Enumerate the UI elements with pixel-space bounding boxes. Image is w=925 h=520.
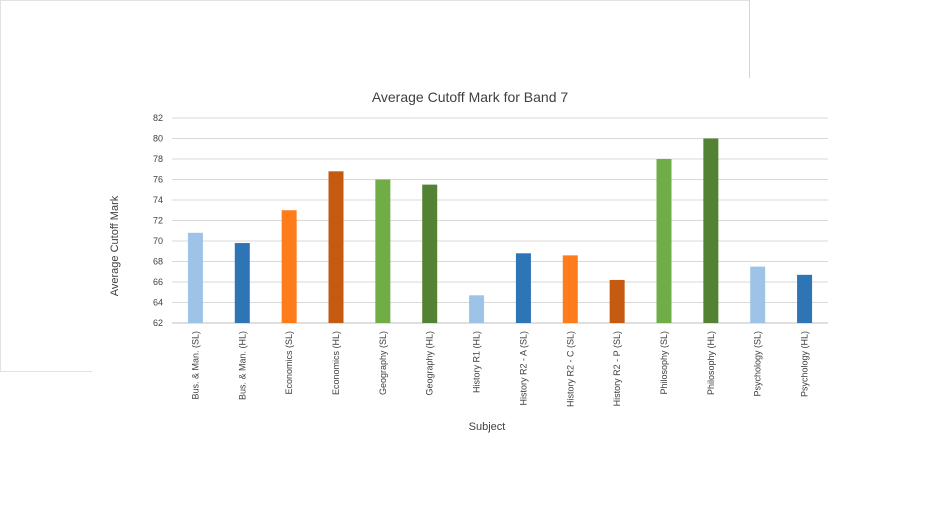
y-tick-label: 70 xyxy=(153,236,163,246)
bar xyxy=(515,253,531,323)
bar xyxy=(609,279,625,323)
chart-title: Average Cutoff Mark for Band 7 xyxy=(372,89,569,105)
window-top-edge xyxy=(0,0,750,1)
bar xyxy=(422,184,438,323)
y-axis-title: Average Cutoff Mark xyxy=(109,195,121,296)
y-tick-label: 82 xyxy=(153,113,163,123)
window-left-edge xyxy=(0,0,1,372)
x-tick-label: History R2 - C (SL) xyxy=(565,331,575,407)
x-tick-label: Psychology (HL) xyxy=(800,331,810,397)
window-right-edge xyxy=(749,0,750,78)
x-tick-label: Philosophy (SL) xyxy=(659,331,669,395)
window-bottom-edge xyxy=(0,371,92,372)
bar xyxy=(797,274,813,323)
bar xyxy=(187,232,203,323)
bar xyxy=(656,159,672,323)
bar xyxy=(328,171,344,323)
y-tick-label: 72 xyxy=(153,216,163,226)
bar xyxy=(234,243,250,323)
x-tick-label: History R2 - A (SL) xyxy=(518,331,528,406)
bar xyxy=(562,255,578,323)
bar xyxy=(750,266,766,323)
y-tick-label: 80 xyxy=(153,134,163,144)
y-axis-ticks: 62 64 66 68 70 72 74 76 78 80 82 xyxy=(153,113,163,328)
x-tick-label: Economics (HL) xyxy=(331,331,341,395)
x-tick-label: Geography (HL) xyxy=(425,331,435,396)
x-axis-title: Subject xyxy=(469,421,506,433)
x-tick-label: History R1 (HL) xyxy=(472,331,482,393)
bar xyxy=(469,295,485,323)
y-tick-label: 68 xyxy=(153,257,163,267)
x-axis-ticks: Bus. & Man. (SL) Bus. & Man. (HL) Economic… xyxy=(190,331,809,407)
y-tick-label: 64 xyxy=(153,298,163,308)
bar xyxy=(281,210,297,323)
bar xyxy=(375,179,391,323)
x-tick-label: Bus. & Man. (SL) xyxy=(190,331,200,400)
x-tick-label: Psychology (SL) xyxy=(753,331,763,397)
y-tick-label: 62 xyxy=(153,318,163,328)
gridlines xyxy=(172,117,828,324)
x-tick-label: Economics (SL) xyxy=(284,331,294,395)
bar xyxy=(703,138,719,323)
y-tick-label: 74 xyxy=(153,195,163,205)
x-tick-label: Bus. & Man. (HL) xyxy=(237,331,247,400)
y-tick-label: 78 xyxy=(153,154,163,164)
x-tick-label: Geography (SL) xyxy=(378,331,388,395)
y-tick-label: 66 xyxy=(153,277,163,287)
x-tick-label: Philosophy (HL) xyxy=(706,331,716,395)
x-tick-label: History R2 - P (SL) xyxy=(612,331,622,406)
y-tick-label: 76 xyxy=(153,175,163,185)
bars xyxy=(187,138,813,323)
